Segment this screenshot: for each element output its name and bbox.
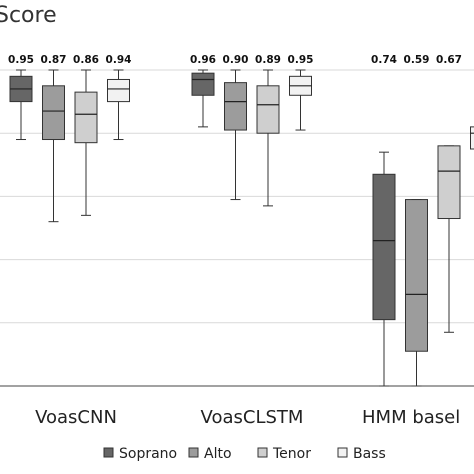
iqr-box [437, 145, 461, 220]
value-label: 0.90 [223, 54, 249, 66]
chart-title: Score [0, 3, 57, 28]
legend-swatch-alto [188, 447, 199, 458]
box-tenor-1 [256, 69, 280, 207]
legend-label-bass: Bass [353, 446, 386, 462]
iqr-box [224, 82, 247, 131]
group-label-0: VoasCNN [35, 407, 117, 428]
group-labels: VoasCNN VoasCLSTM HMM basel [35, 407, 460, 428]
legend-swatch-soprano [103, 447, 114, 458]
value-label: 0.86 [73, 54, 99, 66]
box-soprano-2 [372, 151, 396, 387]
legend-swatch-tenor [257, 447, 268, 458]
box-soprano-1 [191, 69, 215, 128]
value-label: 0.74 [371, 54, 397, 66]
iqr-box [256, 85, 280, 134]
iqr-box [74, 91, 98, 144]
iqr-box [470, 126, 474, 150]
box-tenor-0 [74, 69, 98, 216]
value-label: 0.94 [106, 54, 132, 66]
box-alto-1 [224, 69, 247, 201]
legend: Soprano Alto Tenor Bass [103, 446, 386, 462]
value-label: 0.87 [41, 54, 67, 66]
value-label: 0.59 [404, 54, 430, 66]
legend-label-tenor: Tenor [272, 446, 311, 462]
box-soprano-0 [9, 69, 33, 141]
value-label: 0.67 [436, 54, 462, 66]
value-labels: 0.95 0.96 0.74 0.87 0.90 0.59 0.86 0.89 0.67 0.94… [8, 54, 462, 66]
box-alto-2 [405, 199, 428, 387]
iqr-box [372, 173, 396, 321]
box-alto-0 [42, 69, 65, 223]
box-bass-0 [107, 69, 130, 141]
group-label-1: VoasCLSTM [201, 407, 304, 428]
value-label: 0.95 [288, 54, 314, 66]
iqr-box [405, 199, 428, 352]
legend-label-alto: Alto [204, 446, 232, 462]
iqr-box [42, 85, 65, 141]
value-label: 0.95 [8, 54, 34, 66]
group-label-2: HMM basel [362, 407, 460, 428]
iqr-box [191, 72, 215, 96]
iqr-box [107, 78, 130, 103]
value-label: 0.96 [190, 54, 216, 66]
box-bass-2 [470, 126, 474, 150]
box-series [9, 69, 474, 387]
legend-label-soprano: Soprano [119, 446, 177, 462]
box-bass-1 [289, 69, 312, 131]
box-tenor-2 [437, 145, 461, 333]
legend-swatch-bass [337, 447, 348, 458]
value-label: 0.89 [255, 54, 281, 66]
